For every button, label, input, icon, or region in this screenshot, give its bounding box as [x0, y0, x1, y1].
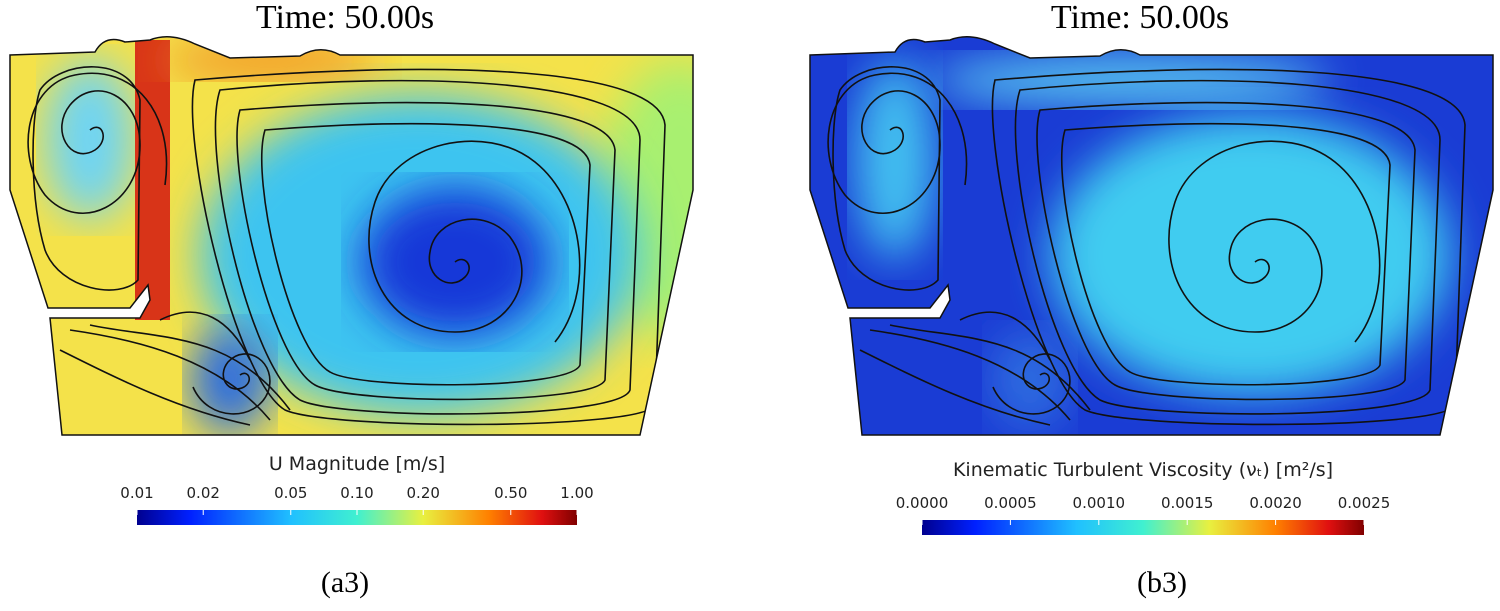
colorbar-tick-label: 0.10 — [340, 484, 373, 502]
caption: (b3) — [1137, 566, 1187, 599]
colorbar — [922, 520, 1364, 535]
colorbar-tick-label: 0.0025 — [1338, 494, 1391, 512]
colorbar-tick-label: 0.02 — [187, 484, 220, 502]
colorbar-tick-label: 0.0015 — [1161, 494, 1214, 512]
colorbar-title: U Magnitude [m/s] — [269, 453, 445, 475]
colorbar-tick-label: 0.0020 — [1249, 494, 1302, 512]
colorbar-tick-label: 0.0000 — [896, 494, 949, 512]
colorbar-title: Kinematic Turbulent Viscosity (νₜ) [m²/s… — [953, 459, 1333, 481]
panel-title: Time: 50.00s — [1051, 0, 1229, 36]
caption: (a3) — [321, 566, 369, 599]
colorbar-tick-label: 0.0010 — [1073, 494, 1126, 512]
field-b — [809, 36, 1494, 436]
colorbar-tick-label: 0.01 — [120, 484, 153, 502]
colorbar-tick-label: 0.20 — [407, 484, 440, 502]
colorbar-tick-label: 1.00 — [560, 484, 593, 502]
colorbar-tick-label: 0.05 — [274, 484, 307, 502]
colorbar-tick-label: 0.0005 — [984, 494, 1037, 512]
field-a — [9, 36, 694, 436]
colorbar-tick-label: 0.50 — [494, 484, 527, 502]
colorbar — [137, 510, 577, 525]
colorbar-ticks: 0.01 0.02 0.05 0.10 0.20 0.50 1.00 0.0000 0.0005… — [120, 484, 1390, 525]
panel-title: Time: 50.00s — [256, 0, 434, 36]
